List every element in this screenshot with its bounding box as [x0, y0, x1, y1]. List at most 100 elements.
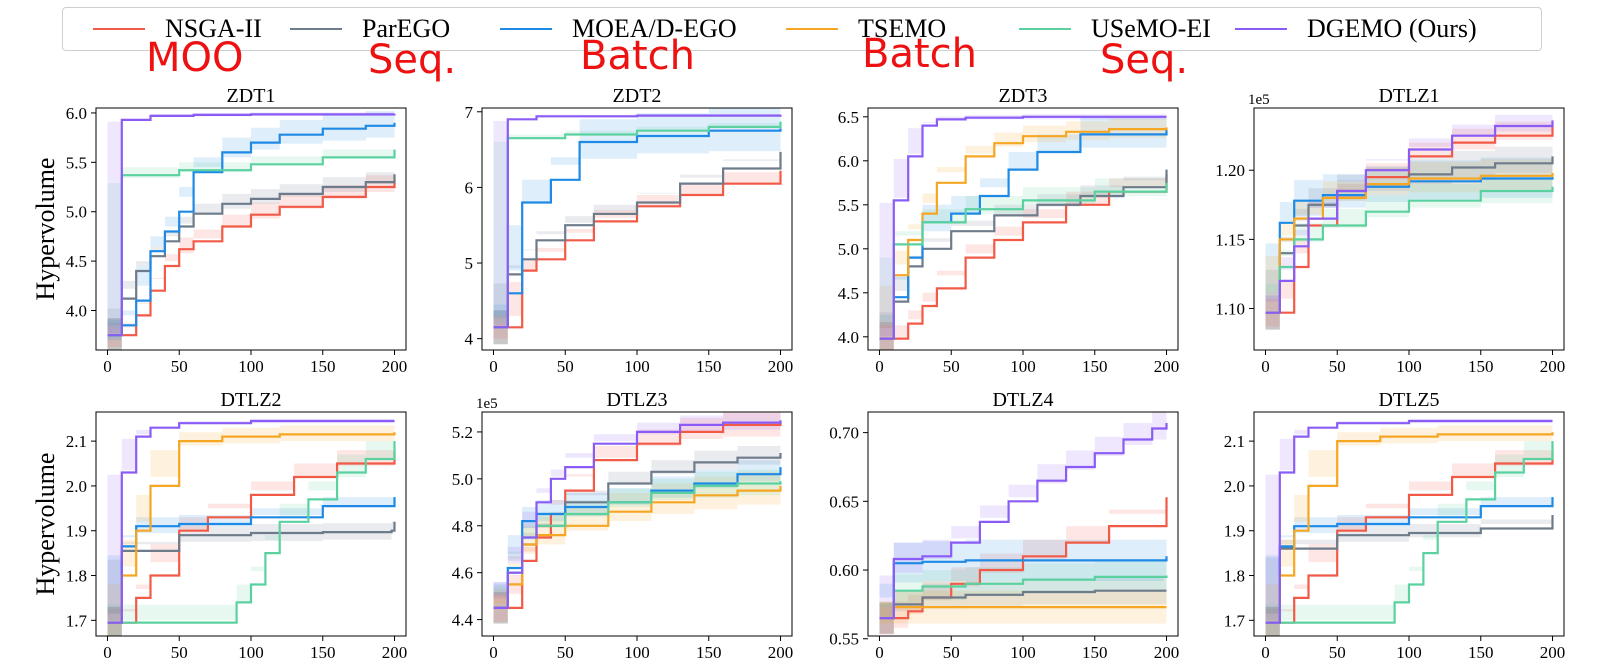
y-tick-label: 4.5: [838, 284, 859, 303]
x-tick-label: 100: [624, 357, 650, 376]
chart-title: ZDT2: [613, 85, 662, 107]
series-line-moea-d-ego: [107, 122, 396, 337]
y-tick-label: 5.0: [838, 240, 859, 259]
y-tick-label: 4.6: [452, 564, 473, 583]
plot-area: [868, 412, 1178, 636]
series-band-dgemo-ours-: [879, 114, 1167, 342]
y-tick-label: 1.10: [1215, 300, 1245, 319]
series-line-nsga-ii: [107, 180, 396, 337]
y-tick-label: 6.0: [66, 104, 87, 123]
initial-samples-band: [879, 321, 894, 350]
series-line-moea-d-ego: [879, 130, 1168, 340]
chart-panel-dtlz4: 0 50 100 150 200 0.55 0.60 0.65 0.70 DTLZ4: [829, 389, 1179, 662]
chart-title: ZDT3: [999, 85, 1048, 107]
x-tick-label: 0: [103, 643, 112, 662]
x-tick-label: 200: [1154, 643, 1180, 662]
x-tick-label: 150: [1468, 357, 1494, 376]
series-line-tsemo: [1265, 173, 1554, 314]
y-tick-label: 1.15: [1215, 230, 1245, 249]
x-tick-label: 100: [1010, 357, 1036, 376]
chart-title: DTLZ3: [606, 389, 667, 411]
legend-swatch: [786, 28, 838, 30]
x-tick-label: 200: [1540, 643, 1566, 662]
x-tick-label: 0: [103, 357, 112, 376]
series-band-moea-d-ego: [879, 112, 1167, 350]
y-tick-label: 5: [465, 254, 474, 273]
x-tick-label: 50: [943, 643, 960, 662]
chart-title: DTLZ1: [1378, 85, 1439, 107]
legend-item-parego: ParEGO: [290, 8, 450, 50]
legend-swatch: [1235, 28, 1287, 30]
x-tick-label: 50: [1329, 357, 1346, 376]
chart-title: DTLZ5: [1378, 389, 1439, 411]
x-tick-label: 150: [696, 357, 722, 376]
series-band-parego: [107, 512, 395, 632]
series-band-parego: [493, 441, 781, 620]
y-tick-label: 0.70: [829, 424, 859, 443]
x-tick-label: 50: [171, 643, 188, 662]
series-line-tsemo: [107, 432, 396, 624]
x-tick-label: 200: [382, 643, 408, 662]
y-tick-label: 4: [465, 330, 474, 349]
legend-item-dgemo: DGEMO (Ours): [1235, 8, 1477, 50]
chart-panel-dtlz1: 0 50 100 150 200 1.10 1.15 1.20 DTLZ1 1e5: [1215, 85, 1565, 376]
legend-label: NSGA-II: [165, 14, 262, 43]
legend-label: TSEMO: [858, 14, 947, 43]
series-line-dgemo-ours-: [493, 114, 782, 329]
y-tick-label: 5.5: [66, 153, 87, 172]
plot-content: [879, 412, 1168, 636]
series-line-nsga-ii: [879, 174, 1168, 340]
y-tick-label: 5.2: [452, 423, 473, 442]
x-tick-label: 100: [624, 643, 650, 662]
chart-panel-dtlz2: 0 50 100 150 200 1.7 1.8 1.9 2.0 2.1 DTLZ2 Hypervol…: [31, 389, 407, 662]
x-tick-label: 200: [382, 357, 408, 376]
series-line-dgemo-ours-: [879, 423, 1168, 620]
plot-content: [1265, 109, 1554, 334]
series-line-nsga-ii: [493, 422, 782, 609]
legend-label: USeMO-EI: [1091, 14, 1211, 43]
x-tick-label: 0: [489, 357, 498, 376]
series-band-moea-d-ego: [493, 108, 781, 350]
x-tick-label: 150: [1082, 643, 1108, 662]
y-tick-label: 2.1: [1224, 432, 1245, 451]
annotation-batch: Batch: [862, 31, 977, 77]
legend-swatch: [290, 28, 342, 30]
series-band-parego: [1265, 139, 1553, 330]
x-tick-label: 50: [943, 357, 960, 376]
y-tick-label: 4.4: [452, 611, 474, 630]
x-tick-label: 100: [1396, 643, 1422, 662]
legend-swatch: [93, 28, 145, 30]
x-tick-label: 100: [1396, 357, 1422, 376]
y-tick-label: 6: [465, 178, 474, 197]
y-tick-label: 6.5: [838, 108, 859, 127]
series-line-nsga-ii: [879, 497, 1168, 620]
plot-content: [1265, 418, 1554, 636]
series-band-dgemo-ours-: [1265, 109, 1553, 324]
y-tick-label: 5.0: [66, 203, 87, 222]
series-band-parego: [879, 159, 1167, 350]
x-tick-label: 100: [1010, 643, 1036, 662]
chart-panel-zdt2: 0 50 100 150 200 4 5 6 7 ZDT2: [465, 85, 794, 376]
chart-title: DTLZ4: [992, 389, 1053, 411]
initial-samples-band: [1265, 606, 1280, 636]
axis-multiplier: 1e5: [1248, 92, 1270, 108]
x-tick-label: 50: [557, 643, 574, 662]
series-line-dgemo-ours-: [493, 420, 782, 609]
series-line-dgemo-ours-: [107, 419, 395, 624]
series-line-dgemo-ours-: [879, 115, 1167, 340]
y-tick-label: 1.8: [1224, 567, 1245, 586]
x-tick-label: 0: [489, 643, 498, 662]
series-line-parego: [879, 169, 1168, 340]
series-band-nsga-ii: [493, 159, 781, 339]
y-tick-label: 4.0: [838, 328, 859, 347]
x-tick-label: 50: [171, 357, 188, 376]
series-line-usemo-ei: [1265, 441, 1554, 624]
x-tick-label: 200: [768, 643, 794, 662]
series-line-usemo-ei: [107, 441, 396, 624]
y-tick-label: 1.9: [1224, 522, 1245, 541]
y-axis-label: Hypervolume: [31, 158, 60, 301]
legend-item-moead-ego: MOEA/D-EGO: [500, 8, 737, 50]
y-tick-label: 4.8: [452, 517, 473, 536]
series-band-tsemo: [879, 590, 1167, 635]
